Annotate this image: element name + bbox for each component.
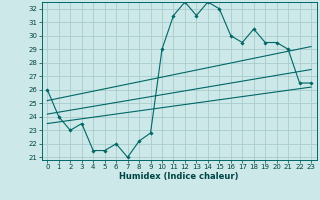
X-axis label: Humidex (Indice chaleur): Humidex (Indice chaleur) bbox=[119, 172, 239, 181]
